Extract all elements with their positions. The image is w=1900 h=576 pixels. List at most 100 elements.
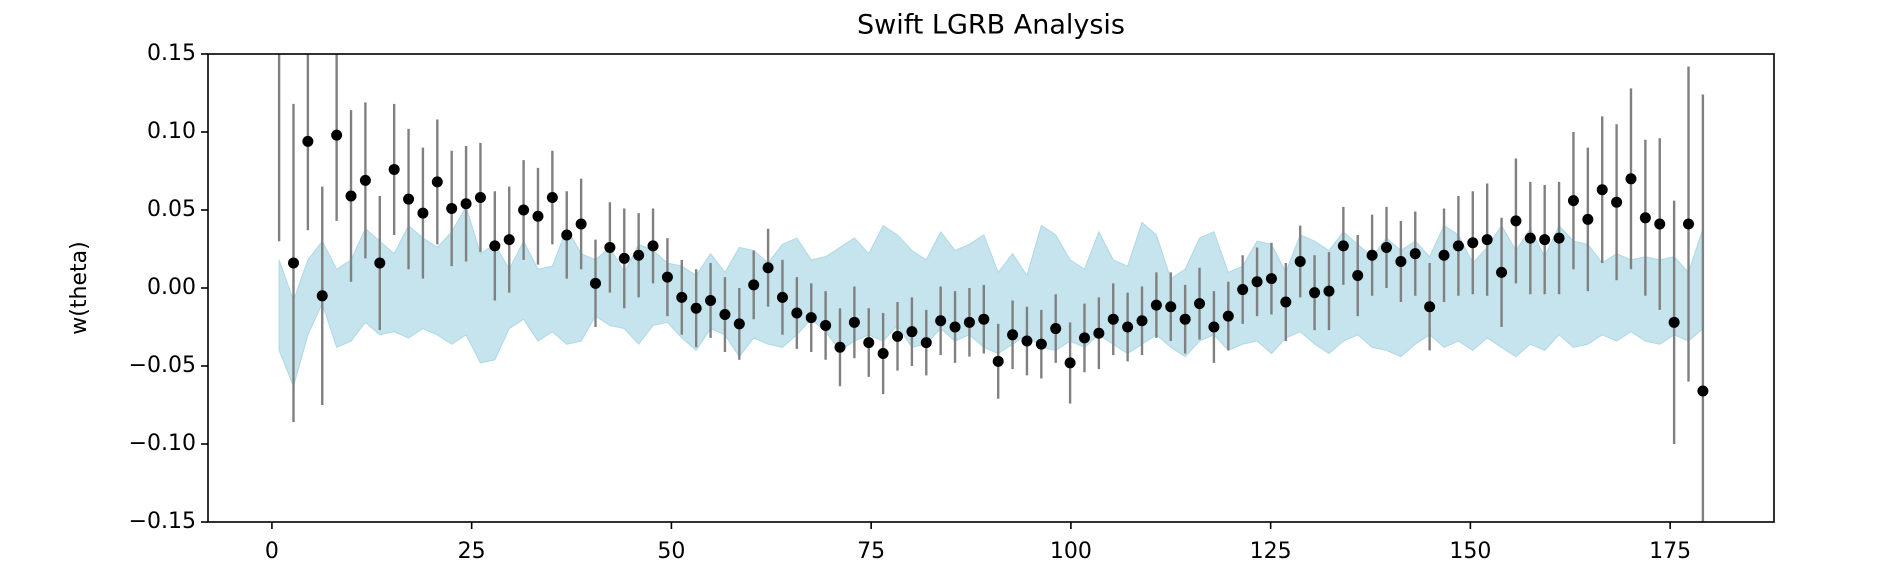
data-point <box>1323 285 1335 297</box>
data-point <box>762 262 774 274</box>
data-point <box>446 202 458 214</box>
data-point <box>1337 240 1349 252</box>
data-point <box>1424 301 1436 313</box>
data-point <box>1611 196 1623 208</box>
data-point <box>791 307 803 319</box>
y-tick-label: −0.15 <box>129 509 196 534</box>
data-point <box>1150 299 1162 311</box>
data-point <box>1366 249 1378 261</box>
data-point <box>935 315 947 327</box>
data-point <box>1582 213 1594 225</box>
data-point <box>1165 301 1177 313</box>
data-point <box>302 135 314 147</box>
data-point <box>633 249 645 261</box>
data-point <box>316 290 328 302</box>
data-point <box>992 355 1004 367</box>
data-point <box>1280 296 1292 308</box>
y-tick-label: −0.10 <box>129 431 196 456</box>
data-point <box>1237 284 1249 296</box>
data-point <box>1021 335 1033 347</box>
data-point <box>1007 329 1019 341</box>
data-point <box>1524 232 1536 244</box>
data-point <box>1122 321 1134 333</box>
data-point <box>1452 240 1464 252</box>
x-tick-label: 25 <box>458 539 486 564</box>
x-tick-label: 50 <box>657 539 685 564</box>
data-point <box>374 257 386 269</box>
data-point <box>489 240 501 252</box>
data-point <box>590 277 602 289</box>
data-point <box>733 318 745 330</box>
y-tick-label: 0.15 <box>147 41 196 66</box>
band <box>278 205 1704 388</box>
data-point <box>518 204 530 216</box>
x-tick-label: 75 <box>857 539 885 564</box>
data-point <box>1136 315 1148 327</box>
data-point <box>546 192 558 204</box>
data-point <box>647 240 659 252</box>
data-point <box>1438 249 1450 261</box>
data-point <box>575 218 587 230</box>
x-tick-label: 0 <box>265 539 279 564</box>
data-point <box>1596 184 1608 196</box>
data-point <box>863 337 875 349</box>
data-point <box>431 176 443 188</box>
data-point <box>345 190 357 202</box>
y-axis-label: w(theta) <box>67 241 92 334</box>
data-point <box>1222 310 1234 322</box>
data-point <box>719 309 731 321</box>
data-point <box>1179 313 1191 325</box>
data-point <box>1697 385 1709 397</box>
x-tick-label: 150 <box>1449 539 1491 564</box>
data-point <box>1078 332 1090 344</box>
data-point <box>848 316 860 328</box>
data-point <box>834 341 846 353</box>
data-point <box>892 330 904 342</box>
data-point <box>705 294 717 306</box>
y-tick-label: 0.10 <box>147 119 196 144</box>
x-tick-label: 125 <box>1250 539 1292 564</box>
data-point <box>604 241 616 253</box>
y-tick-label: 0.05 <box>147 197 196 222</box>
data-point <box>1683 218 1695 230</box>
data-point <box>1380 241 1392 253</box>
data-point <box>1265 273 1277 285</box>
x-tick-label: 175 <box>1649 539 1691 564</box>
data-point <box>1409 248 1421 260</box>
data-point <box>403 193 415 205</box>
data-point <box>474 192 486 204</box>
data-point <box>963 316 975 328</box>
data-point <box>776 291 788 303</box>
data-point <box>805 312 817 324</box>
data-point <box>1625 173 1637 185</box>
data-point <box>359 174 371 186</box>
data-point <box>1639 212 1651 224</box>
data-point <box>877 348 889 360</box>
data-point <box>920 337 932 349</box>
plot-area <box>274 33 1709 522</box>
data-point <box>1668 316 1680 328</box>
data-point <box>906 326 918 338</box>
x-tick-label: 100 <box>1050 539 1092 564</box>
chart-title: Swift LGRB Analysis <box>857 10 1125 41</box>
data-point <box>820 319 832 331</box>
data-point <box>949 321 961 333</box>
data-point <box>1467 237 1479 249</box>
data-point <box>1352 270 1364 282</box>
data-point <box>503 234 515 246</box>
data-point <box>460 198 472 210</box>
data-point <box>1208 321 1220 333</box>
data-point <box>1050 323 1062 335</box>
data-point <box>1395 255 1407 267</box>
data-point <box>274 33 285 44</box>
data-point <box>748 279 760 291</box>
data-point <box>618 252 630 264</box>
data-point <box>417 207 429 219</box>
data-point <box>388 163 400 175</box>
data-point <box>1654 218 1666 230</box>
y-tick-label: −0.05 <box>129 353 196 378</box>
data-point <box>1309 287 1321 299</box>
data-point <box>1567 195 1579 207</box>
